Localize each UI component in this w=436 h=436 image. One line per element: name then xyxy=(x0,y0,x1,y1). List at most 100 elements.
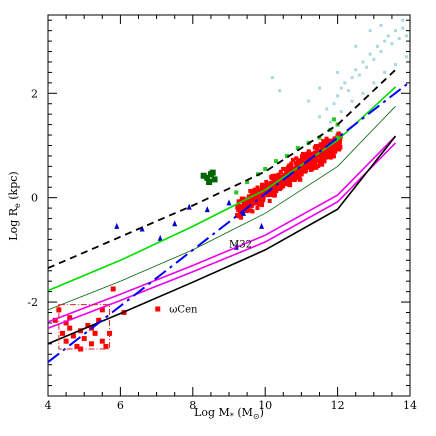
square-point-2 xyxy=(390,42,394,46)
cloud-point xyxy=(255,205,260,210)
cloud-point xyxy=(289,177,294,182)
annotation-m32: M32 xyxy=(229,239,252,250)
x-axis-label-unit-sub: ⊙ xyxy=(253,412,260,421)
square-point-4 xyxy=(245,180,250,185)
cloud-point xyxy=(316,163,321,168)
cloud-point xyxy=(239,196,244,201)
cloud-point xyxy=(318,142,323,147)
cloud-point xyxy=(307,164,312,169)
square-point-2 xyxy=(394,63,398,67)
cloud-point xyxy=(281,166,286,171)
cloud-point xyxy=(262,190,267,195)
square-point-2 xyxy=(383,39,387,43)
model-line-0 xyxy=(47,69,397,269)
cloud-point xyxy=(288,183,293,188)
cloud-point xyxy=(327,152,332,157)
square-point-2 xyxy=(368,52,372,56)
cloud-point xyxy=(277,183,282,188)
square-point-0 xyxy=(81,336,87,342)
square-point-2 xyxy=(307,99,311,103)
square-point-4 xyxy=(263,166,268,171)
cloud-point xyxy=(273,177,278,182)
y-axis-label-main: Log R xyxy=(7,207,20,240)
cloud-point xyxy=(297,176,302,181)
cloud-point xyxy=(249,196,254,201)
cloud-point xyxy=(239,206,244,211)
cloud-point xyxy=(269,176,274,181)
y-tick-label: 0 xyxy=(31,192,38,205)
square-point-2 xyxy=(350,76,354,80)
cloud-point xyxy=(327,148,332,153)
square-point-4 xyxy=(331,117,336,122)
square-point-2 xyxy=(278,89,282,93)
cloud-point xyxy=(298,167,303,172)
cloud-point xyxy=(314,150,319,155)
cloud-point xyxy=(310,167,315,172)
x-tick-label: 4 xyxy=(45,399,52,412)
square-point-2 xyxy=(336,94,340,98)
square-point-2 xyxy=(379,50,383,54)
triangle-point xyxy=(204,206,210,213)
cloud-point xyxy=(294,156,299,161)
cloud-point xyxy=(327,145,332,150)
square-point-2 xyxy=(357,73,361,77)
square-point-0 xyxy=(70,333,76,339)
square-point-0 xyxy=(110,286,116,292)
square-point-2 xyxy=(339,86,343,90)
cloud-point xyxy=(306,149,311,154)
cloud-point xyxy=(318,152,323,157)
triangle-point xyxy=(240,209,246,216)
cloud-point xyxy=(320,162,325,167)
square-point-2 xyxy=(339,110,343,114)
cloud-point xyxy=(312,145,317,150)
cloud-point xyxy=(320,147,325,152)
cloud-point xyxy=(328,155,333,160)
square-point-2 xyxy=(404,34,408,38)
square-point-2 xyxy=(386,34,390,38)
cloud-point xyxy=(248,208,253,213)
square-point-3 xyxy=(209,169,216,176)
square-point-0 xyxy=(63,320,69,326)
y-axis-label-sub: e xyxy=(13,203,22,208)
square-point-2 xyxy=(372,81,376,85)
cloud-point xyxy=(284,179,289,184)
axis-ticks xyxy=(47,15,411,396)
square-point-2 xyxy=(383,70,387,74)
cloud-point xyxy=(313,164,318,169)
x-tick-label: 14 xyxy=(403,399,417,412)
x-axis-label-unit-open: (M xyxy=(234,406,253,419)
square-point-2 xyxy=(372,57,376,61)
cloud-point xyxy=(320,153,325,158)
x-axis-label-sub: * xyxy=(230,412,234,421)
cloud-point xyxy=(305,162,310,167)
cloud-point xyxy=(335,147,340,152)
cloud-point xyxy=(299,154,304,159)
square-point-2 xyxy=(365,65,369,69)
x-tick-label: 6 xyxy=(117,399,124,412)
square-point-4 xyxy=(317,135,322,140)
cloud-point xyxy=(290,157,295,162)
x-tick-label: 10 xyxy=(258,399,272,412)
cloud-point xyxy=(234,213,239,218)
cloud-point xyxy=(303,152,308,157)
cloud-point xyxy=(301,168,306,173)
square-point-0 xyxy=(74,343,80,349)
cloud-point xyxy=(236,208,241,213)
cloud-point xyxy=(260,182,265,187)
cloud-point xyxy=(336,143,341,148)
cloud-point xyxy=(298,170,303,175)
square-point-0 xyxy=(85,323,91,329)
square-point-2 xyxy=(401,18,405,22)
square-point-4 xyxy=(234,190,239,195)
y-tick-label: -2 xyxy=(27,296,38,309)
annotation-omega-cen: ωCen xyxy=(169,304,198,315)
x-axis-label: Log M* (M⊙) xyxy=(194,406,264,421)
cloud-point xyxy=(259,203,264,208)
x-tick-label: 12 xyxy=(331,399,345,412)
square-point-2 xyxy=(336,70,340,74)
square-point-0 xyxy=(88,341,94,347)
cloud-point xyxy=(300,151,305,156)
tick-labels: 4 6 8 10 12 14 -2 0 2 xyxy=(27,87,417,412)
cloud-point xyxy=(266,183,271,188)
